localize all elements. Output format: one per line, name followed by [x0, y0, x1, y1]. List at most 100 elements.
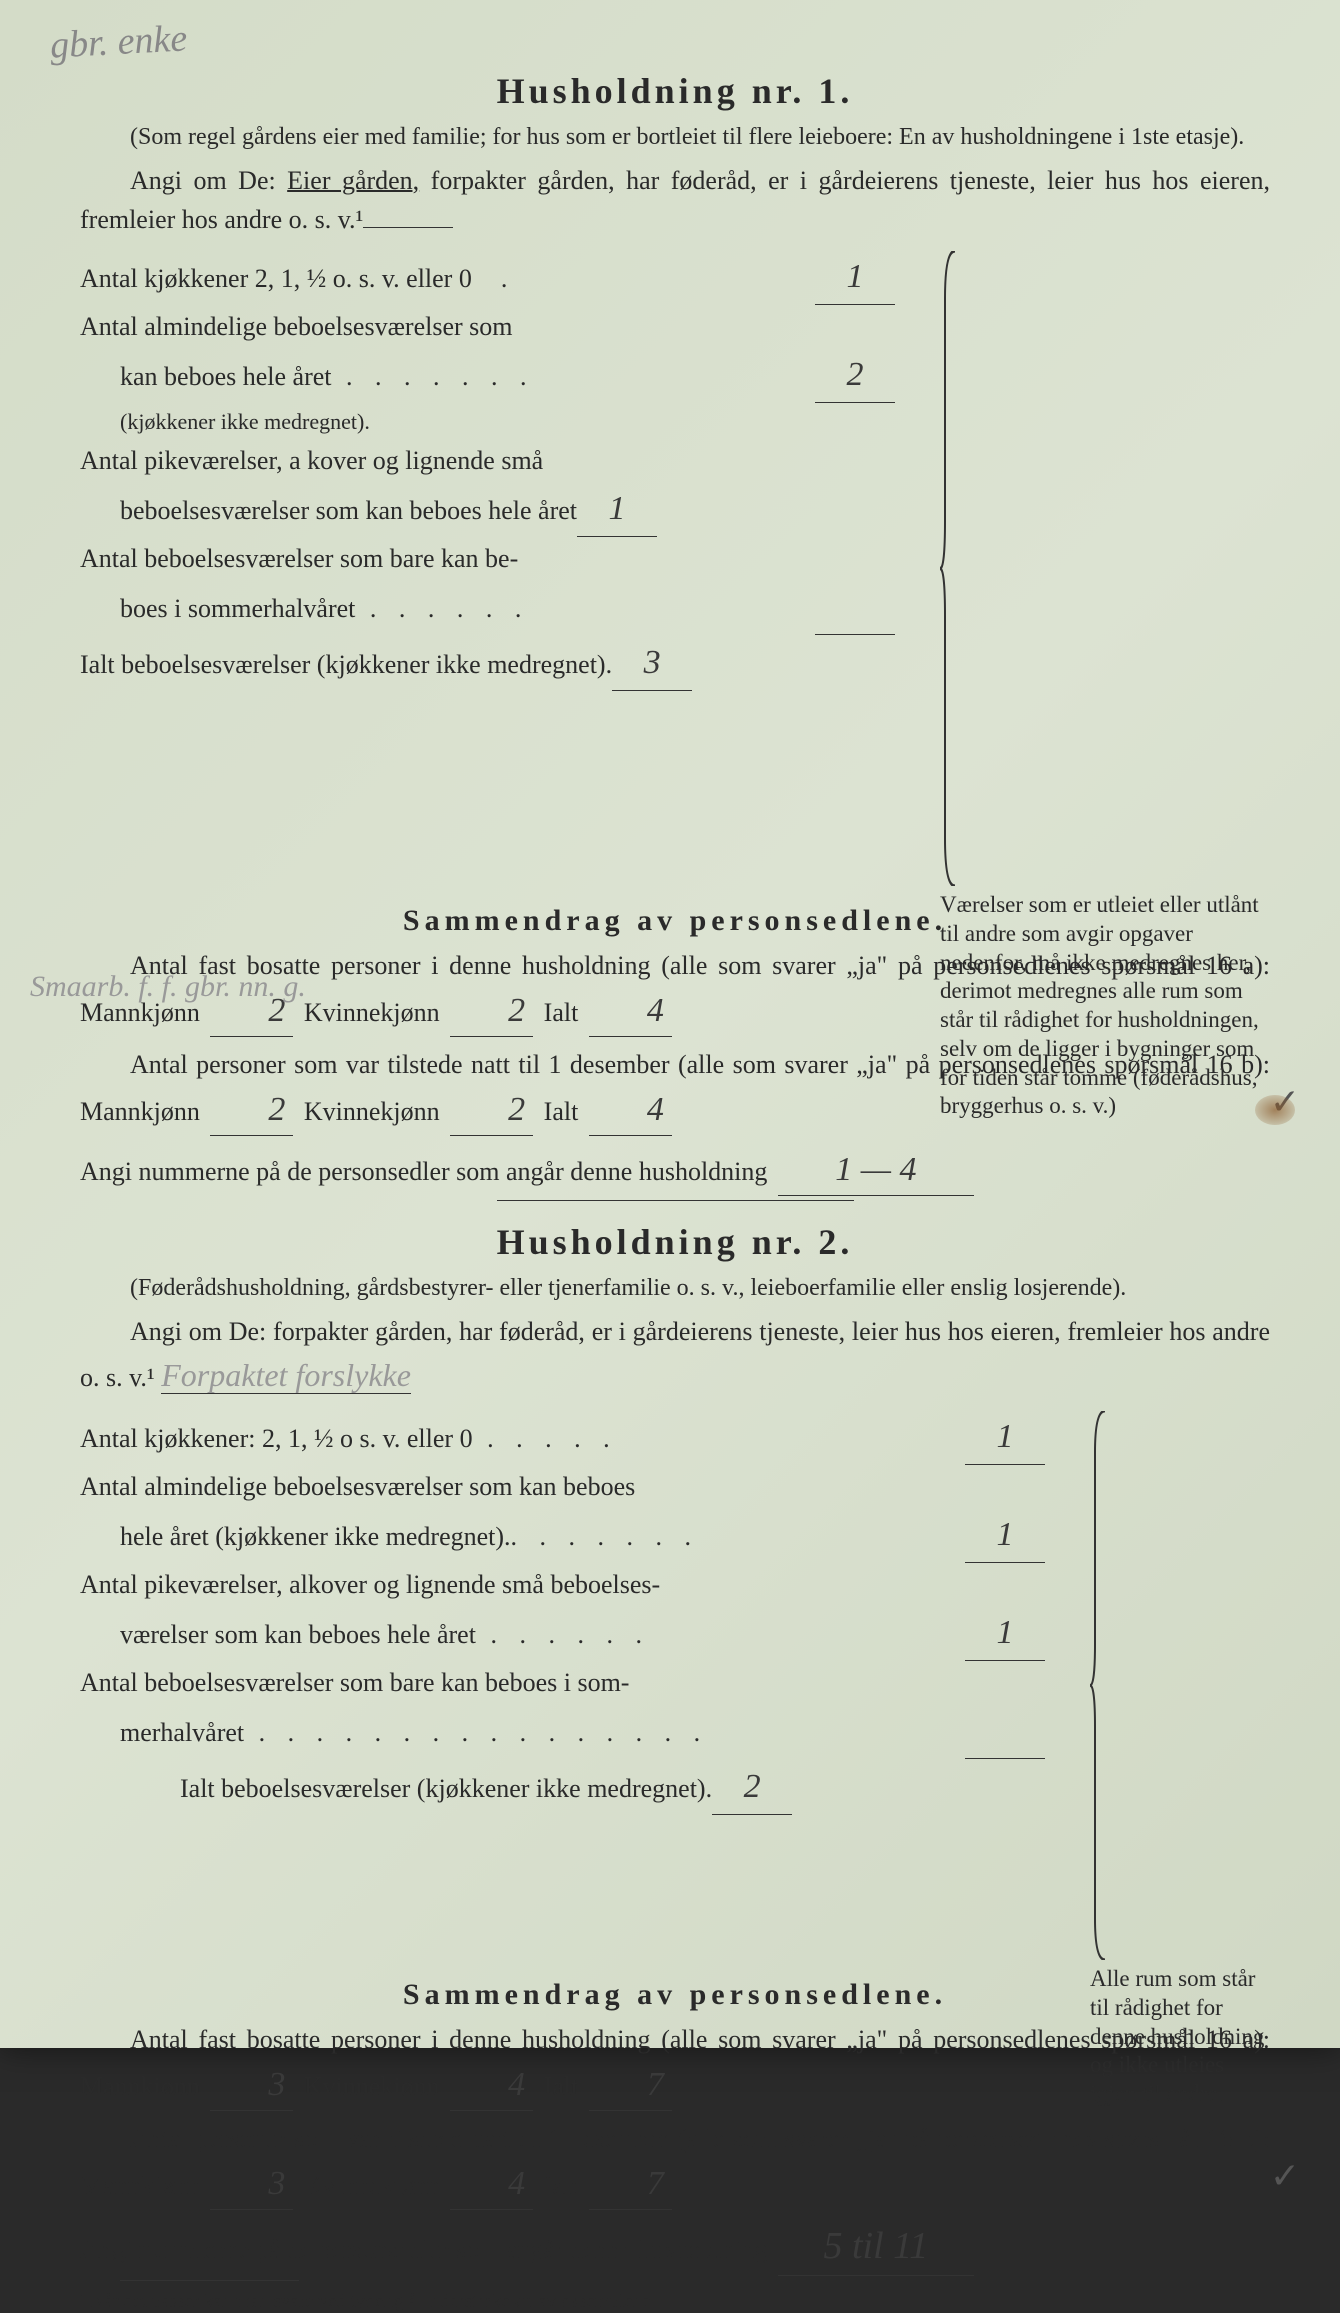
- h1-v1-hw: 1: [839, 258, 872, 295]
- h2-l3b-t: værelser som kan beboes hele året: [120, 1615, 476, 1655]
- dots: . . . . . . .: [332, 357, 815, 398]
- h2-form-block: Antal kjøkkener: 2, 1, ½ o s. v. eller 0…: [80, 1411, 1270, 1960]
- h1-l4a-t: Antal beboelsesværelser som bare kan be-: [80, 539, 518, 579]
- h1-l5: Ialt beboelsesværelser (kjøkkener ikke m…: [80, 637, 895, 691]
- h1-s3-text: Angi nummerne på de personsedler som ang…: [80, 1157, 767, 1186]
- h2-s2-m: 3: [210, 2158, 293, 2210]
- h1-s3-v: 1 — 4: [778, 1144, 974, 1196]
- h1-l5-t: Ialt beboelsesværelser (kjøkkener ikke m…: [80, 645, 612, 685]
- dots: . . . . . .: [476, 1615, 965, 1656]
- h2-l2a: Antal almindelige beboelsesværelser som …: [80, 1467, 1045, 1507]
- brace-icon: [940, 251, 960, 886]
- household-1-title: Husholdning nr. 1.: [80, 70, 1270, 112]
- h2-l2b-t: hele året (kjøkkener ikke medregnet).: [120, 1517, 511, 1557]
- h1-l1-label: Antal kjøkkener 2, 1, ½ o. s. v. eller 0: [80, 259, 472, 299]
- h2-l1: Antal kjøkkener: 2, 1, ½ o s. v. eller 0…: [80, 1411, 1045, 1465]
- pencil-note-mid: Smaarb. f. f. gbr. nn. g.: [30, 970, 306, 1003]
- h1-l3a-t: Antal pikeværelser, a kover og lignende …: [80, 441, 543, 481]
- dots: .: [472, 259, 815, 300]
- divider-1: [497, 1200, 854, 1201]
- h2-l4b-t: merhalvåret: [120, 1713, 244, 1753]
- h2-v5-hw: 2: [736, 1768, 769, 1805]
- h1-right: Værelser som er utleiet eller utlånt til…: [915, 251, 1270, 886]
- h1-angi-line: Angi om De: Eier gården, forpakter gårde…: [80, 161, 1270, 239]
- h2-l4a: Antal beboelsesværelser som bare kan beb…: [80, 1663, 1045, 1703]
- h2-v4-hw: [997, 1712, 1013, 1749]
- footnote: ¹ Når det passer kan man svare ved tydel…: [80, 2291, 1270, 2313]
- h1-paren: (Som regel gårdens eier med familie; for…: [80, 122, 1270, 153]
- h1-s1-k: 2: [450, 985, 533, 1037]
- h2-angi-value: Forpaktet forslykke: [161, 1357, 411, 1394]
- h1-v5-hw: 3: [636, 644, 669, 681]
- h1-v3-hw: 1: [601, 490, 634, 527]
- h1-l2a-t: Antal almindelige beboelsesværelser som: [80, 307, 513, 347]
- h2-s1-m: 3: [210, 2059, 293, 2111]
- kv-label: Kvinnekjønn: [304, 998, 440, 1027]
- checkmark-2: ✓: [1220, 2149, 1300, 2203]
- h1-l2c-t: (kjøkkener ikke medregnet).: [120, 405, 370, 439]
- h2-l1-t: Antal kjøkkener: 2, 1, ½ o s. v. eller 0: [80, 1419, 473, 1459]
- h2-paren: (Føderådshusholdning, gårdsbestyrer- ell…: [80, 1273, 1270, 1304]
- h2-l5: Ialt beboelsesværelser (kjøkkener ikke m…: [80, 1761, 1045, 1815]
- h2-v1: 1: [965, 1411, 1045, 1465]
- h1-angi-blank: [363, 227, 453, 228]
- h2-l2a-t: Antal almindelige beboelsesværelser som …: [80, 1467, 635, 1507]
- pencil-note-top: gbr. enke: [49, 16, 188, 67]
- h2-l3b: værelser som kan beboes hele året . . . …: [80, 1607, 1045, 1661]
- h1-l2c: (kjøkkener ikke medregnet).: [80, 405, 895, 439]
- h1-l3a: Antal pikeværelser, a kover og lignende …: [80, 441, 895, 481]
- h2-v1-hw: 1: [989, 1418, 1022, 1455]
- h1-s2-t: 4: [589, 1084, 672, 1136]
- dots: . . . . .: [473, 1419, 965, 1460]
- kv-label3: Kvinnekjønn: [304, 2072, 440, 2101]
- kv-label4: Kvinnekjønn: [304, 2171, 440, 2200]
- h1-v4-hw: [847, 588, 863, 625]
- h1-underlined: Eier gården,: [287, 166, 419, 195]
- ialt-label: Ialt: [544, 998, 579, 1027]
- h2-v4: [965, 1705, 1045, 1759]
- h2-s2-t: 7: [589, 2158, 672, 2210]
- brace-icon-2: [1090, 1411, 1110, 1960]
- h1-v2: 2: [815, 349, 895, 403]
- h2-v2-hw: 1: [989, 1516, 1022, 1553]
- h1-s3: Angi nummerne på de personsedler som ang…: [80, 1144, 1270, 1196]
- h2-l4a-t: Antal beboelsesværelser som bare kan beb…: [80, 1663, 629, 1703]
- h2-right: Alle rum som står til rådighet for denne…: [1065, 1411, 1270, 1960]
- household-2-title: Husholdning nr. 2.: [80, 1221, 1270, 1263]
- h2-v2: 1: [965, 1509, 1045, 1563]
- dots: . . . . . . . . . . . . . . . .: [244, 1713, 965, 1754]
- h2-v5: 2: [712, 1761, 792, 1815]
- ialt-label3: Ialt: [544, 2072, 579, 2101]
- h2-angi-line: Angi om De: forpakter gården, har føderå…: [80, 1312, 1270, 1399]
- h1-v2-hw: 2: [839, 356, 872, 393]
- h1-v3: 1: [577, 483, 657, 537]
- h2-s1-t: 7: [589, 2059, 672, 2111]
- h2-v3: 1: [965, 1607, 1045, 1661]
- h2-left: Antal kjøkkener: 2, 1, ½ o s. v. eller 0…: [80, 1411, 1045, 1960]
- h1-left: Antal kjøkkener 2, 1, ½ o. s. v. eller 0…: [80, 251, 895, 886]
- stain-1: [1255, 1095, 1295, 1125]
- ialt-label2: Ialt: [544, 1097, 579, 1126]
- h2-l3a-t: Antal pikeværelser, alkover og lignende …: [80, 1565, 660, 1605]
- h2-s3-text: Angi nummerne på de personsedler som ang…: [80, 2235, 767, 2264]
- h2-sidenote: Alle rum som står til rådighet for denne…: [1090, 1965, 1270, 2109]
- h2-l3a: Antal pikeværelser, alkover og lignende …: [80, 1565, 1045, 1605]
- h1-l4a: Antal beboelsesværelser som bare kan be-: [80, 539, 895, 579]
- h1-l2b-t: kan beboes hele året: [120, 357, 332, 397]
- h2-s3: Angi nummerne på de personsedler som ang…: [80, 2218, 1270, 2276]
- h1-s1-t: 4: [589, 985, 672, 1037]
- h1-form-block: Antal kjøkkener 2, 1, ½ o. s. v. eller 0…: [80, 251, 1270, 886]
- h1-l3b: beboelsesværelser som kan beboes hele år…: [80, 483, 895, 537]
- h2-s1-k: 4: [450, 2059, 533, 2111]
- h2-l2b: hele året (kjøkkener ikke medregnet). . …: [80, 1509, 1045, 1563]
- h2-s2: Antal personer som var tilstede natt til…: [80, 2119, 1270, 2210]
- h1-angi-prefix: Angi om De:: [130, 166, 287, 195]
- dots: . . . . . . .: [511, 1517, 965, 1558]
- h1-l3b-t: beboelsesværelser som kan beboes hele år…: [120, 491, 577, 531]
- ialt-label4: Ialt: [544, 2171, 579, 2200]
- h1-v4: [815, 581, 895, 635]
- h1-v1: 1: [815, 251, 895, 305]
- h1-s2-k: 2: [450, 1084, 533, 1136]
- h1-l4b-t: boes i sommerhalvåret: [120, 589, 355, 629]
- h2-l4b: merhalvåret . . . . . . . . . . . . . . …: [80, 1705, 1045, 1759]
